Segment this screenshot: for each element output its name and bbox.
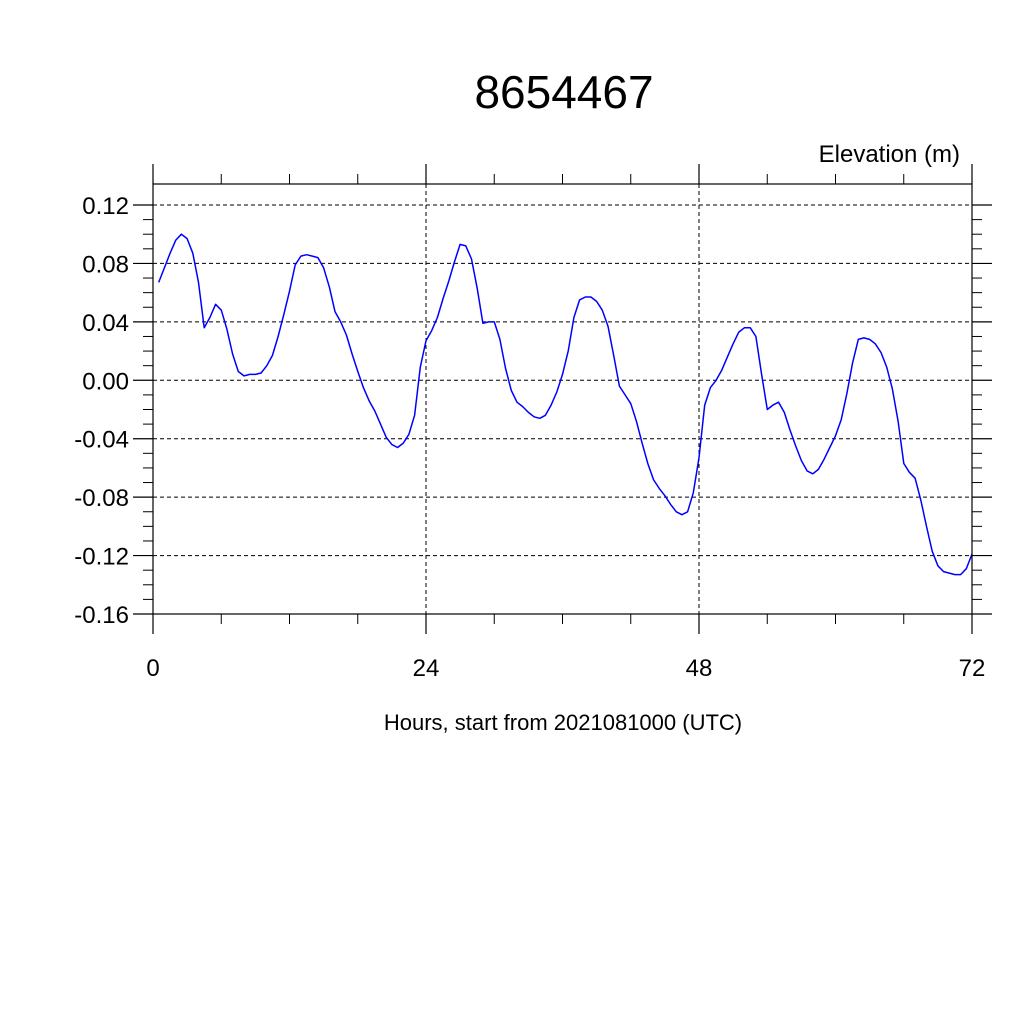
y-tick-label: -0.08 — [74, 485, 129, 512]
grid-layer — [152, 184, 973, 615]
y-tick-label: -0.16 — [74, 602, 129, 629]
x-axis-label: Hours, start from 2021081000 (UTC) — [384, 710, 742, 735]
y-tick-label: 0.12 — [82, 193, 129, 220]
y-tick-label: 0.00 — [82, 368, 129, 395]
x-tick-label: 48 — [686, 655, 713, 682]
y-tick-label: -0.04 — [74, 427, 129, 454]
y-axis-label: Elevation (m) — [819, 141, 960, 168]
x-tick-label: 24 — [413, 655, 440, 682]
x-tick-label: 0 — [146, 655, 159, 682]
tick-layer: -0.16 -0.12 -0.08 -0.04 0.00 0.04 0.08 0.12 0 24 4… — [74, 164, 992, 682]
chart-title: 8654467 — [474, 66, 653, 118]
y-tick-label: -0.12 — [74, 544, 129, 571]
elevation-series-line — [158, 233, 973, 576]
x-tick-label: 72 — [959, 655, 986, 682]
y-tick-label: 0.08 — [82, 251, 129, 278]
plot-frame — [152, 183, 973, 615]
series-layer — [158, 233, 973, 576]
y-tick-label: 0.04 — [82, 310, 129, 337]
